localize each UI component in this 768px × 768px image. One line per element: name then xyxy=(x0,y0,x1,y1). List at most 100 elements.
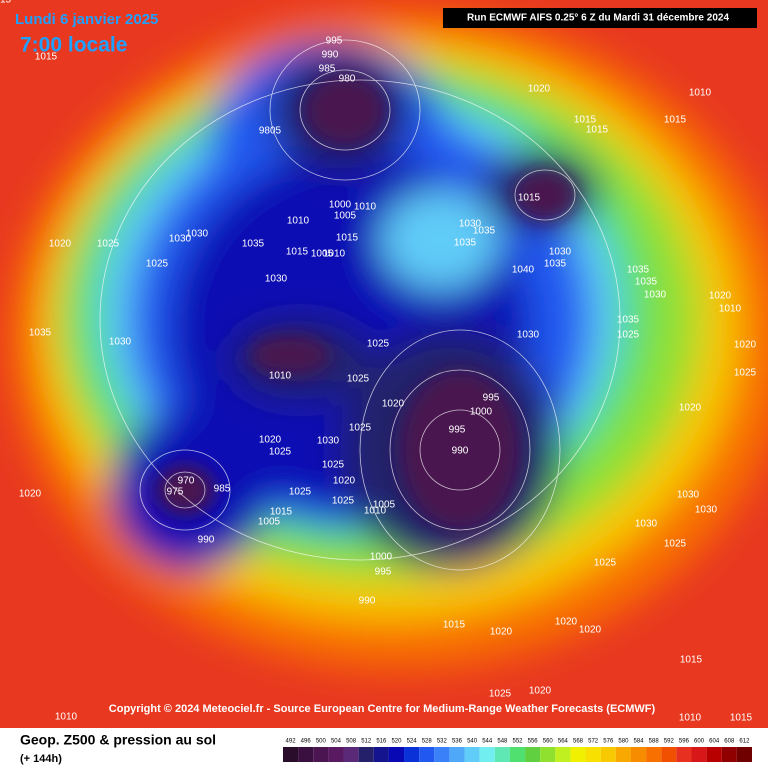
isobar-label: 1020 xyxy=(490,627,513,638)
isobar-label: 970 xyxy=(178,476,195,487)
colorbar-label: 496 xyxy=(301,739,312,745)
colorbar-label: 552 xyxy=(512,739,523,745)
colorbar-cell xyxy=(449,747,465,762)
isobar-label: 1010 xyxy=(354,202,377,213)
colorbar-label: 584 xyxy=(634,739,645,745)
isobar-label: 1020 xyxy=(19,489,42,500)
isobar-label: 1020 xyxy=(529,686,552,697)
isobar-label: 1025 xyxy=(734,368,757,379)
colorbar-cell xyxy=(494,747,510,762)
footer-title: Geop. Z500 & pression au sol xyxy=(20,732,216,748)
isobar-label: 1030 xyxy=(549,247,572,258)
isobar-label: 1035 xyxy=(29,328,52,339)
isobar-label: 1020 xyxy=(709,291,732,302)
isobar-label: 1025 xyxy=(146,259,169,270)
isobar-label: 1020 xyxy=(555,617,578,628)
isobar-label: 1030 xyxy=(635,519,658,530)
isobar-label: 985 xyxy=(214,484,231,495)
isobar-label: 1025 xyxy=(289,487,312,498)
colorbar-cell xyxy=(691,747,707,762)
colorbar-cell xyxy=(404,747,420,762)
field xyxy=(0,0,768,728)
isobar-label: 1015 xyxy=(336,233,359,244)
isobar-label: 1010 xyxy=(269,371,292,382)
isobar-label: 995 xyxy=(326,36,343,47)
isobar-label: 1020 xyxy=(579,625,602,636)
colorbar-cell xyxy=(373,747,389,762)
isobar-label: 1010 xyxy=(719,304,742,315)
isobar-label: 1015 xyxy=(680,655,703,666)
isobar-label: 1030 xyxy=(109,337,132,348)
colorbar-cell xyxy=(434,747,450,762)
isobar-label: 1020 xyxy=(734,340,757,351)
isobar-label: 1015 xyxy=(586,125,609,136)
isobar-label: 1010 xyxy=(689,88,712,99)
colorbar-label: 544 xyxy=(482,739,493,745)
colorbar-cell xyxy=(313,747,329,762)
colorbar-cell xyxy=(615,747,631,762)
colorbar-label: 516 xyxy=(376,739,387,745)
colorbar-label: 612 xyxy=(739,739,750,745)
colorbar-cell xyxy=(509,747,526,762)
colorbar-label: 520 xyxy=(391,739,402,745)
colorbar-cell xyxy=(661,747,677,762)
colorbar-label: 540 xyxy=(467,739,478,745)
isobar-label: 1020 xyxy=(259,435,282,446)
time: 7:00 locale xyxy=(20,34,127,57)
isobar-label: 975 xyxy=(167,487,184,498)
colorbar-cell xyxy=(630,747,647,762)
isobar-label: 1005 xyxy=(311,249,334,260)
colorbar-cell xyxy=(298,747,314,762)
isobar-label: 1040 xyxy=(512,265,535,276)
colorbar-label: 580 xyxy=(618,739,629,745)
isobar-label: 1035 xyxy=(242,239,265,250)
colorbar-label: 576 xyxy=(603,739,614,745)
isobar-label: 1030 xyxy=(517,330,540,341)
colorbar-cell xyxy=(328,747,344,762)
colorbar-label: 504 xyxy=(331,739,342,745)
colorbar-label: 560 xyxy=(543,739,554,745)
colorbar-label: 564 xyxy=(558,739,569,745)
isobar-label: 1035 xyxy=(635,277,658,288)
colorbar-cell xyxy=(646,747,662,762)
colorbar-label: 492 xyxy=(286,739,297,745)
colorbar-label: 608 xyxy=(724,739,735,745)
colorbar-cell xyxy=(555,747,571,762)
isobar-label: 1035 xyxy=(617,315,640,326)
colorbar-label: 568 xyxy=(573,739,584,745)
colorbar-label: 532 xyxy=(437,739,448,745)
colorbar-cell xyxy=(540,747,556,762)
isobar-label: 1010 xyxy=(679,713,702,724)
isobar-label: 1005 xyxy=(373,500,396,511)
colorbar-label: 556 xyxy=(528,739,539,745)
isobar-label: 1015 xyxy=(270,507,293,518)
isobar-label: 1025 xyxy=(617,330,640,341)
isobar-label: 1005 xyxy=(334,211,357,222)
run-box xyxy=(443,8,757,28)
colorbar-label: 604 xyxy=(709,739,720,745)
colorbar-label: 536 xyxy=(452,739,463,745)
date: Lundi 6 janvier 2025 xyxy=(15,11,158,28)
isobar-label: 1035 xyxy=(544,259,567,270)
isobar-label: 1025 xyxy=(322,460,345,471)
isobar-label: 1025 xyxy=(97,239,120,250)
isobar-label: 1015 xyxy=(574,115,597,126)
isobar-label: 1020 xyxy=(49,239,72,250)
isobar-label: 1010 xyxy=(55,712,78,723)
colorbar-label: 572 xyxy=(588,739,599,745)
isobar-label: 1030 xyxy=(459,219,482,230)
isobar-label: 1015 xyxy=(518,193,541,204)
colorbar-cell xyxy=(343,747,359,762)
colorbar-label: 600 xyxy=(694,739,705,745)
isobar-label: 1025 xyxy=(347,374,370,385)
isobar-label: 1025 xyxy=(332,496,355,507)
footer-lead: (+ 144h) xyxy=(20,753,62,765)
isobar-label: 990 xyxy=(322,50,339,61)
isobar-label: 1030 xyxy=(265,274,288,285)
isobar-label: 1010 xyxy=(364,506,387,517)
isobar-label: 995 xyxy=(449,425,466,436)
isobar-label: 1030 xyxy=(677,490,700,501)
colorbar-cell xyxy=(388,747,405,762)
